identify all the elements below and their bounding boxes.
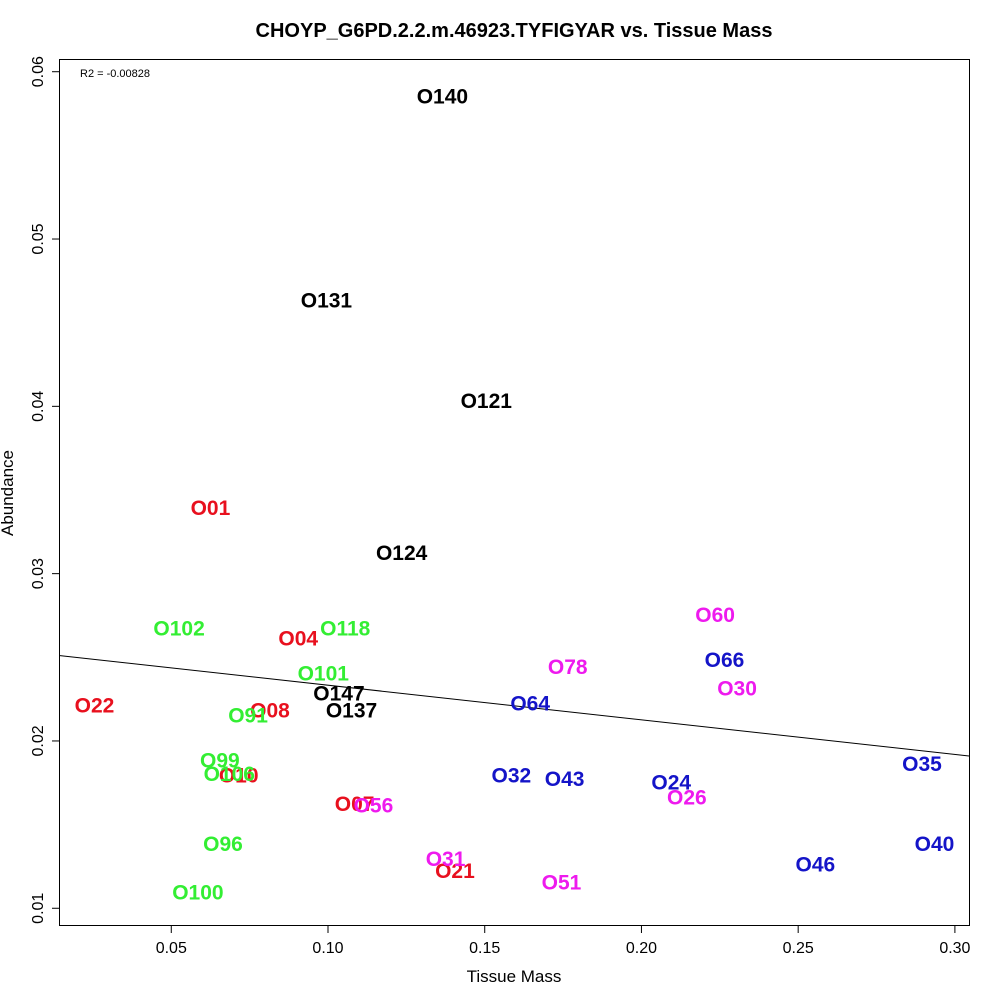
point-label-o56: O56 [354, 795, 394, 818]
point-label-o10: O10 [219, 765, 259, 788]
point-label-o01: O01 [191, 497, 231, 520]
point-label-o147: O147 [313, 683, 364, 706]
point-label-o102: O102 [153, 617, 204, 640]
point-label-o46: O46 [796, 853, 836, 876]
regression-line [59, 655, 970, 757]
point-label-o91: O91 [228, 704, 268, 727]
point-label-o51: O51 [542, 872, 582, 895]
point-label-o35: O35 [902, 753, 942, 776]
point-label-o04: O04 [278, 627, 318, 650]
y-tick-label: 0.06 [30, 56, 47, 87]
x-axis-label: Tissue Mass [467, 967, 562, 986]
point-label-o43: O43 [545, 768, 585, 791]
point-label-o31: O31 [426, 848, 466, 871]
point-label-o99: O99 [200, 750, 240, 773]
y-axis-label: Abundance [0, 450, 17, 536]
x-tick-label: 0.05 [156, 940, 187, 957]
plot-frame [59, 59, 970, 926]
point-label-o131: O131 [301, 289, 353, 312]
point-label-o24: O24 [651, 771, 691, 794]
point-label-o64: O64 [510, 693, 550, 716]
x-tick-label: 0.25 [783, 940, 814, 957]
point-label-o118: O118 [320, 617, 371, 640]
point-label-o66: O66 [705, 649, 745, 672]
y-axis: 0.01 0.02 0.03 0.04 0.05 0.06 [30, 56, 60, 924]
point-label-o101: O101 [298, 663, 350, 686]
x-tick-label: 0.10 [312, 940, 343, 957]
point-label-o22: O22 [75, 694, 115, 717]
point-label-o124: O124 [376, 542, 428, 565]
x-axis: 0.05 0.10 0.15 0.20 0.25 0.30 [156, 925, 971, 957]
point-label-o40: O40 [915, 833, 955, 856]
point-label-o07: O07 [335, 793, 375, 816]
y-tick-label: 0.03 [30, 558, 47, 589]
point-label-o21: O21 [435, 860, 475, 883]
point-label-o106: O106 [204, 763, 255, 786]
y-tick-label: 0.02 [30, 725, 47, 756]
point-label-o100: O100 [172, 882, 223, 905]
point-label-o08: O08 [250, 699, 290, 722]
y-tick-label: 0.04 [30, 391, 47, 422]
y-tick-label: 0.05 [30, 223, 47, 254]
chart-title: CHOYP_G6PD.2.2.m.46923.TYFIGYAR vs. Tiss… [256, 20, 773, 42]
point-label-o32: O32 [492, 765, 532, 788]
x-tick-label: 0.15 [469, 940, 500, 957]
y-tick-label: 0.01 [30, 893, 47, 924]
point-label-o60: O60 [695, 604, 735, 627]
x-tick-label: 0.20 [626, 940, 657, 957]
point-label-o96: O96 [203, 833, 243, 856]
point-label-o140: O140 [417, 85, 468, 108]
x-tick-label: 0.30 [939, 940, 970, 957]
r2-annotation: R2 = -0.00828 [80, 68, 150, 80]
regression-layer [59, 655, 970, 757]
point-label-o121: O121 [461, 390, 513, 413]
point-label-o137: O137 [326, 699, 377, 722]
point-label-o30: O30 [717, 678, 757, 701]
point-label-o26: O26 [667, 786, 707, 809]
point-label-o78: O78 [548, 656, 588, 679]
